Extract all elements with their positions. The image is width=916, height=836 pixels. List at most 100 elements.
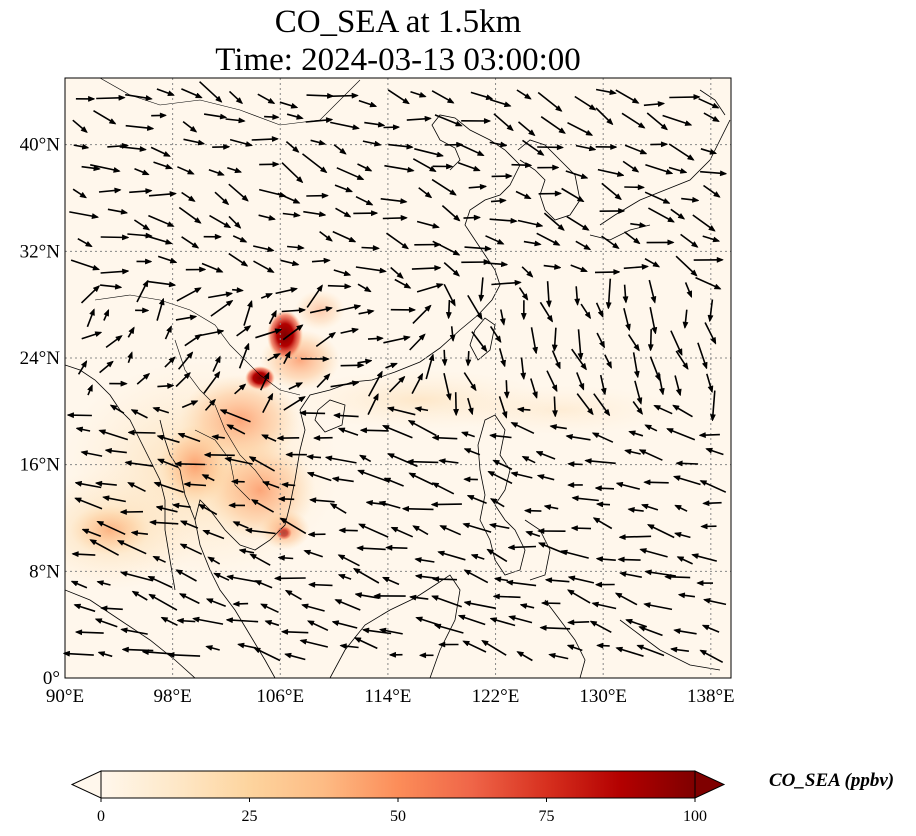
wind-arrow-head-34 — [325, 117, 334, 124]
wind-arrow-head-545 — [591, 601, 600, 608]
wind-arrow-head-75 — [93, 165, 101, 172]
colorbar-extend-max — [694, 770, 726, 799]
wind-arrow-head-182 — [266, 266, 275, 273]
wind-arrow-head-96 — [631, 165, 640, 173]
wind-arrow-head-425 — [73, 497, 82, 504]
wind-arrow-head-117 — [523, 193, 532, 200]
wind-arrow-head-314 — [445, 393, 452, 402]
wind-arrow-head-280 — [214, 355, 221, 364]
wind-arrow-head-524 — [696, 580, 704, 587]
wind-arrow-head-220 — [605, 302, 612, 310]
wind-arrow-head-1 — [118, 94, 126, 101]
wind-arrow-head-569 — [566, 619, 575, 626]
wind-arrow-head-416 — [487, 471, 496, 477]
wind-arrow-head-404 — [183, 481, 191, 488]
wind-arrow-head-283 — [284, 350, 291, 359]
wind-arrow-head-364 — [431, 434, 440, 441]
wind-arrow-head-373 — [665, 428, 674, 434]
wind-arrow-head-338 — [414, 406, 422, 413]
wind-arrow-head-15 — [485, 94, 494, 100]
wind-arrow-head-303 — [167, 382, 175, 389]
wind-arrow-head-82 — [272, 161, 280, 168]
wind-arrow-head-2 — [145, 94, 153, 101]
wind-arrow-head-329 — [190, 400, 199, 407]
wind-arrow-head-44 — [585, 129, 594, 136]
wind-arrow-head-191 — [500, 261, 509, 268]
wind-arrow-head-310 — [351, 380, 360, 387]
wind-arrow-head-391 — [492, 459, 500, 466]
wind-arrow-head-457 — [244, 527, 253, 534]
wind-arrow-head-304 — [183, 371, 191, 380]
wind-arrow-head-201 — [114, 283, 123, 290]
wind-arrow-head-184 — [323, 257, 331, 264]
wind-arrow-head-22 — [657, 101, 666, 107]
wind-arrow-head-206 — [236, 287, 245, 294]
lon-tick-label-0: 90°E — [46, 686, 84, 707]
wind-arrow-head-91 — [505, 173, 513, 180]
wind-arrow-head-21 — [631, 97, 640, 104]
wind-arrow-head-498 — [676, 556, 685, 563]
wind-arrow-head-576 — [97, 651, 106, 657]
wind-arrow-head-516 — [493, 576, 502, 583]
wind-arrow-head-459 — [307, 531, 315, 538]
wind-arrow-head-25 — [80, 126, 88, 134]
wind-arrow-head-326 — [109, 404, 118, 411]
wind-arrow-head-397 — [638, 449, 647, 456]
wind-arrow-head-76 — [113, 166, 121, 173]
wind-arrow-head-252 — [128, 326, 135, 335]
wind-arrow-head-322 — [658, 387, 665, 396]
wind-arrow-head-331 — [219, 409, 228, 415]
wind-arrow-head-183 — [291, 260, 300, 267]
wind-arrow-head-149 — [708, 224, 716, 232]
lat-tick-label-4: 32°N — [20, 241, 61, 262]
wind-arrow-head-272 — [647, 344, 654, 352]
wind-arrow-head-523 — [663, 573, 672, 580]
wind-arrow-head-53 — [163, 150, 172, 157]
wind-arrow-head-124 — [713, 191, 721, 198]
wind-arrow-head-446 — [627, 506, 635, 513]
wind-arrow-head-470 — [592, 517, 601, 524]
wind-arrow-head-228 — [158, 297, 165, 306]
wind-arrow-head-432 — [250, 499, 259, 506]
wind-arrow-head-221 — [622, 296, 629, 304]
wind-arrow-head-577 — [121, 646, 129, 653]
wind-arrow-head-444 — [571, 495, 579, 502]
wind-arrow-head-210 — [344, 283, 352, 290]
wind-arrow-head-157 — [266, 246, 275, 253]
wind-arrow-head-180 — [215, 266, 224, 273]
lat-tick-label-0: 0° — [43, 668, 60, 689]
wind-arrow-head-591 — [481, 639, 489, 647]
wind-arrow-head-485 — [337, 554, 346, 561]
wind-arrow-head-218 — [545, 300, 552, 308]
wind-arrow-head-503 — [147, 576, 156, 582]
wind-arrow-head-321 — [636, 397, 643, 406]
wind-arrow-head-229 — [189, 314, 198, 321]
wind-arrow-head-89 — [446, 163, 454, 170]
wind-arrow-head-423 — [672, 475, 681, 482]
wind-arrow-head-515 — [463, 569, 472, 576]
wind-arrow-head-526 — [100, 605, 108, 612]
wind-arrow-head-363 — [407, 419, 416, 427]
wind-arrow-head-441 — [489, 498, 498, 505]
wind-arrow-head-384 — [306, 454, 314, 460]
wind-arrow-head-529 — [178, 593, 187, 600]
wind-arrow-head-50 — [81, 143, 90, 150]
wind-arrow-head-343 — [552, 410, 558, 418]
wind-vectors — [62, 81, 728, 664]
wind-arrow-head-565 — [457, 614, 466, 621]
wind-arrow-head-495 — [595, 556, 604, 563]
wind-arrow-head-306 — [238, 383, 247, 391]
wind-arrow-head-255 — [216, 329, 225, 335]
wind-arrow-head-103 — [169, 191, 178, 197]
wind-arrow-head-67 — [536, 149, 545, 156]
wind-arrow-head-458 — [279, 517, 288, 524]
wind-arrow-head-413 — [408, 472, 417, 479]
wind-arrow-head-128 — [166, 221, 175, 227]
wind-arrow-head-522 — [644, 569, 652, 576]
wind-arrow-head-596 — [615, 646, 624, 653]
wind-arrow-head-436 — [365, 499, 373, 506]
wind-arrow-head-382 — [248, 456, 257, 463]
wind-arrow-head-268 — [551, 344, 558, 352]
wind-arrow-head-388 — [406, 458, 414, 465]
wind-arrow-head-81 — [234, 167, 243, 174]
